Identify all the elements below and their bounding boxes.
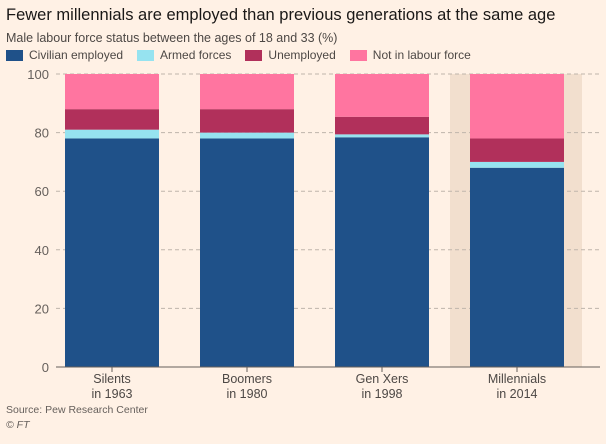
legend-item: Unemployed — [245, 48, 336, 62]
bar-segment-armed-forces — [200, 132, 294, 139]
bar-segment-civilian-employed — [65, 138, 159, 367]
source-note: Source: Pew Research Center — [6, 404, 148, 416]
y-tick-label: 100 — [27, 67, 49, 82]
y-tick-label: 60 — [35, 184, 49, 199]
bar-segment-not-in-labour-force — [335, 74, 429, 117]
bar-segment-unemployed — [470, 138, 564, 162]
bar-segment-civilian-employed — [200, 138, 294, 367]
y-tick-label: 20 — [35, 301, 49, 316]
bar-segment-not-in-labour-force — [65, 74, 159, 110]
legend: Civilian employed Armed forces Unemployed N… — [6, 48, 602, 62]
legend-label: Armed forces — [160, 48, 232, 62]
x-tick-label: Silents — [93, 372, 131, 386]
y-tick-label: 80 — [35, 126, 49, 141]
bar-segment-unemployed — [200, 109, 294, 133]
legend-item: Not in labour force — [349, 48, 471, 62]
legend-swatch — [245, 49, 263, 61]
bar-segment-not-in-labour-force — [470, 74, 564, 139]
x-tick-label: Gen Xers — [356, 372, 409, 386]
chart-subtitle: Male labour force status between the age… — [6, 31, 338, 45]
x-tick-label: Boomers — [222, 372, 272, 386]
copyright: © FT — [6, 419, 30, 431]
bar-segment-armed-forces — [65, 129, 159, 139]
y-tick-label: 0 — [42, 360, 49, 375]
legend-swatch — [349, 49, 367, 61]
chart-title: Fewer millennials are employed than prev… — [6, 6, 556, 24]
bar-segment-civilian-employed — [335, 137, 429, 367]
legend-label: Unemployed — [268, 48, 336, 62]
legend-label: Not in labour force — [372, 48, 471, 62]
legend-label: Civilian employed — [29, 48, 124, 62]
x-tick-label: in 1998 — [361, 387, 402, 401]
bar-segment-civilian-employed — [470, 167, 564, 367]
bar-segment-unemployed — [335, 116, 429, 135]
legend-swatch — [137, 49, 155, 61]
legend-item: Civilian employed — [6, 48, 123, 62]
bar-segment-not-in-labour-force — [200, 74, 294, 110]
bar-segment-unemployed — [65, 109, 159, 130]
bar-segment-armed-forces — [335, 134, 429, 138]
x-tick-label: in 1980 — [226, 387, 267, 401]
y-tick-label: 40 — [35, 243, 49, 258]
legend-item: Armed forces — [137, 48, 231, 62]
bar-segment-armed-forces — [470, 161, 564, 168]
x-tick-label: Millennials — [488, 372, 546, 386]
x-tick-label: in 1963 — [91, 387, 132, 401]
x-tick-label: in 2014 — [496, 387, 537, 401]
legend-swatch — [6, 49, 23, 61]
